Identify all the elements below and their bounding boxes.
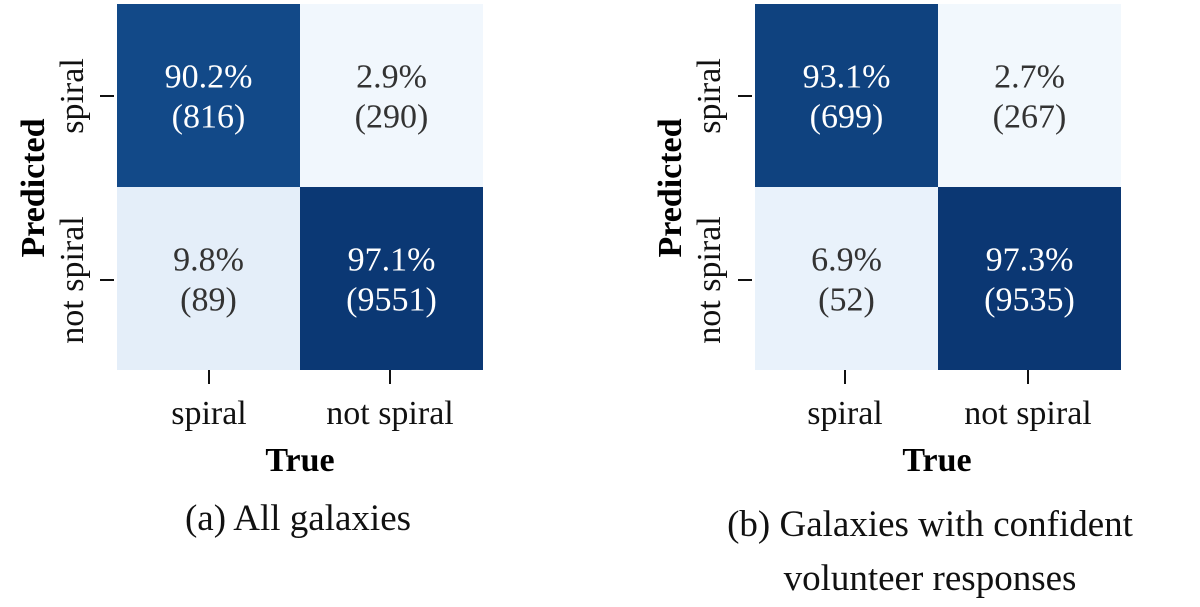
panel-a: 90.2%(816) 2.9%(290) 9.8%(89) 97.1%(9551) s… [15,4,483,539]
caption-b-line-1: (b) Galaxies with confident [727,504,1134,545]
cell-percent-b-r1-c1: 97.3% [986,242,1074,279]
cell-percent-b-r0-c1: 2.7% [994,59,1065,96]
heatmap-cell-a-r0-c0 [117,4,300,187]
y-axis-title-b: Predicted [652,118,689,257]
cell-count-b-r1-c0: (52) [818,282,875,319]
x-axis-title-a: True [265,442,334,479]
heatmap-cell-a-r0-c1 [300,4,483,187]
cell-percent-b-r1-c0: 6.9% [811,242,882,279]
caption-a: (a) All galaxies [185,498,411,539]
x-tick-label-not-spiral-a: not spiral [326,395,453,432]
x-tick-label-spiral-b: spiral [807,395,883,432]
cell-count-a-r1-c0: (89) [180,282,237,319]
heatmap-cells-a: 90.2%(816) 2.9%(290) 9.8%(89) 97.1%(9551) [117,4,483,370]
heatmap-cell-a-r1-c1 [300,187,483,370]
cell-count-a-r0-c0: (816) [172,99,246,136]
heatmap-cell-b-r0-c1 [938,4,1121,187]
heatmap-cell-a-r1-c0 [117,187,300,370]
x-tick-label-not-spiral-b: not spiral [964,395,1091,432]
y-tick-label-not-spiral-b: not spiral [691,216,728,343]
cell-percent-b-r0-c0: 93.1% [803,59,891,96]
cell-count-b-r1-c1: (9535) [984,282,1075,319]
y-tick-label-not-spiral-a: not spiral [54,216,91,343]
cell-percent-a-r0-c0: 90.2% [165,59,253,96]
y-axis-title-a: Predicted [15,118,52,257]
cell-percent-a-r1-c1: 97.1% [348,242,436,279]
x-tick-label-spiral-a: spiral [171,395,247,432]
cell-count-a-r0-c1: (290) [355,99,429,136]
y-tick-label-spiral-a: spiral [54,58,91,134]
cell-percent-a-r0-c1: 2.9% [356,59,427,96]
heatmap-cell-b-r0-c0 [755,4,938,187]
heatmap-cell-b-r1-c0 [755,187,938,370]
cell-percent-a-r1-c0: 9.8% [173,242,244,279]
y-tick-label-spiral-b: spiral [691,58,728,134]
panel-b: 93.1%(699) 2.7%(267) 6.9%(52) 97.3%(9535) s… [652,4,1134,599]
caption-b-line-2: volunteer responses [784,558,1077,599]
heatmap-cells-b: 93.1%(699) 2.7%(267) 6.9%(52) 97.3%(9535) [755,4,1121,370]
x-axis-title-b: True [902,442,971,479]
cell-count-b-r0-c1: (267) [993,99,1067,136]
cell-count-a-r1-c1: (9551) [346,282,437,319]
heatmap-cell-b-r1-c1 [938,187,1121,370]
cell-count-b-r0-c0: (699) [810,99,884,136]
